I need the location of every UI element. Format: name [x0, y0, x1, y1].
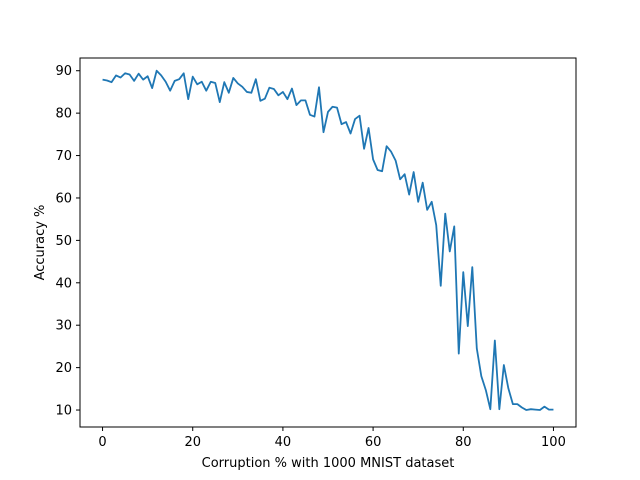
y-tick-label: 60 — [55, 191, 72, 206]
y-tick-label: 90 — [55, 64, 72, 79]
x-tick-label: 20 — [184, 435, 201, 450]
series-line — [102, 69, 554, 411]
y-tick-label: 70 — [55, 149, 72, 164]
x-tick-label: 60 — [365, 435, 382, 450]
y-tick-label: 50 — [55, 234, 72, 249]
x-tick-label: 80 — [455, 435, 472, 450]
x-axis-label: Corruption % with 1000 MNIST dataset — [202, 456, 455, 471]
y-tick-label: 40 — [55, 276, 72, 291]
y-tick-label: 30 — [55, 319, 72, 334]
y-tick-label: 80 — [55, 107, 72, 122]
y-tick-label: 20 — [55, 361, 72, 376]
x-tick-label: 40 — [275, 435, 292, 450]
x-tick-label: 100 — [541, 435, 566, 450]
x-axis-ticks: 0 20 40 60 80 100 — [98, 427, 566, 450]
plot-layer — [102, 69, 554, 411]
y-axis-label: Accuracy % — [33, 205, 48, 281]
y-tick-label: 10 — [55, 404, 72, 419]
x-tick-label: 0 — [98, 435, 106, 450]
y-axis-ticks: 10 20 30 40 50 60 70 80 90 — [55, 64, 80, 419]
axes-frame — [79, 57, 577, 428]
